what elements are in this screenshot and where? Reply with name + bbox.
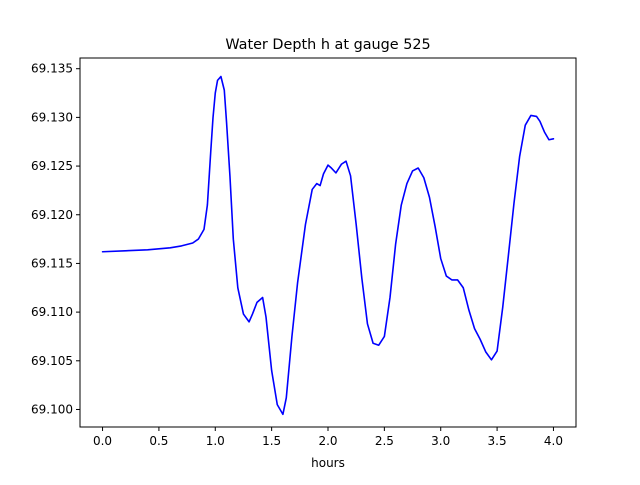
y-axis-ticks: 69.100 69.105 69.110 69.115 69.120 69.125 69.1…	[31, 62, 80, 416]
plot-area	[80, 58, 576, 427]
x-tick-label: 4.0	[544, 434, 563, 448]
x-tick-label: 1.5	[262, 434, 281, 448]
series-layer	[101, 75, 555, 416]
x-tick-label: 2.0	[318, 434, 337, 448]
y-tick-label: 69.100	[31, 402, 73, 416]
y-tick-label: 69.110	[31, 305, 73, 319]
chart-title: Water Depth h at gauge 525	[225, 37, 430, 53]
x-tick-label: 3.0	[431, 434, 450, 448]
x-tick-label: 0.0	[93, 434, 112, 448]
x-tick-label: 2.5	[375, 434, 394, 448]
x-tick-label: 0.5	[149, 434, 168, 448]
y-tick-label: 69.115	[31, 256, 73, 270]
x-tick-label: 3.5	[488, 434, 507, 448]
plot-frame	[79, 57, 577, 428]
series-line-0	[101, 75, 555, 416]
x-axis-ticks: 0.0 0.5 1.0 1.5 2.0 2.5 3.0 3.5 4.0	[93, 427, 563, 448]
y-tick-label: 69.105	[31, 354, 73, 368]
y-tick-label: 69.125	[31, 159, 73, 173]
y-tick-label: 69.135	[31, 62, 73, 76]
x-axis-label: hours	[311, 456, 345, 470]
y-tick-label: 69.130	[31, 110, 73, 124]
y-tick-label: 69.120	[31, 208, 73, 222]
x-tick-label: 1.0	[206, 434, 225, 448]
